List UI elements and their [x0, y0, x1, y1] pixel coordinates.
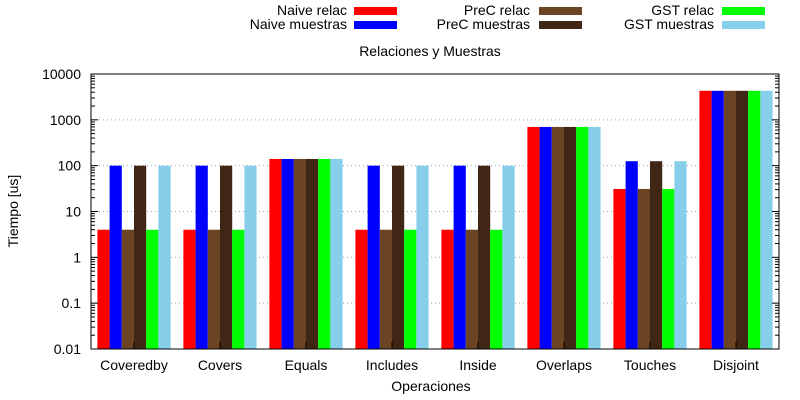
y-axis-label: Tiempo [us] [5, 175, 21, 248]
bar-prec-muestras-equals [306, 158, 319, 349]
bar-naive-relac-overlaps [527, 126, 540, 349]
bar-gst-relac-includes [404, 229, 417, 349]
x-tick-label: Equals [285, 357, 328, 373]
y-tick-label: 1000 [50, 112, 81, 128]
bar-naive-muestras-coveredby [109, 165, 122, 349]
bar-prec-muestras-coveredby [134, 165, 147, 349]
bar-gst-muestras-overlaps [588, 126, 601, 349]
bar-gst-muestras-coveredby [158, 165, 171, 349]
bar-gst-muestras-disjoint [760, 90, 773, 349]
y-tick-label: 10 [65, 204, 81, 220]
x-tick-label: Inside [459, 357, 497, 373]
y-tick-label: 0.1 [62, 295, 82, 311]
y-tick-label: 1 [73, 249, 81, 265]
bar-naive-relac-inside [441, 229, 454, 349]
bar-gst-muestras-includes [416, 165, 429, 349]
bar-prec-muestras-includes [392, 165, 405, 349]
x-tick-label: Covers [198, 357, 242, 373]
bar-prec-relac-overlaps [551, 126, 564, 349]
legend-swatch [722, 21, 765, 29]
x-tick-label: Includes [366, 357, 418, 373]
legend-swatch [539, 21, 582, 29]
bar-prec-relac-touches [637, 188, 650, 349]
bar-prec-muestras-overlaps [564, 126, 577, 349]
bar-naive-relac-covers [183, 229, 196, 349]
x-tick-label: Disjoint [713, 357, 759, 373]
bar-prec-muestras-touches [650, 161, 663, 349]
bar-naive-relac-disjoint [699, 90, 712, 349]
bar-naive-muestras-includes [367, 165, 380, 349]
bar-gst-relac-equals [318, 158, 331, 349]
bar-naive-relac-includes [355, 229, 368, 349]
x-tick-label: Coveredby [100, 357, 168, 373]
bar-gst-relac-covers [232, 229, 245, 349]
bar-gst-muestras-touches [674, 161, 687, 349]
legend-swatch [539, 7, 582, 15]
bar-naive-muestras-touches [625, 161, 638, 349]
bars [97, 90, 773, 349]
bar-naive-relac-equals [269, 158, 282, 349]
bar-prec-muestras-inside [478, 165, 491, 349]
x-tick-label: Overlaps [536, 357, 592, 373]
x-axis: Coveredby Covers Equals Includes Inside Overl… [100, 342, 759, 373]
bar-gst-muestras-inside [502, 165, 515, 349]
legend-label: Naive muestras [250, 16, 347, 32]
legend-swatch [354, 7, 397, 15]
legend-label: PreC relac [464, 2, 530, 18]
bar-naive-relac-coveredby [97, 229, 110, 349]
bar-gst-relac-touches [662, 188, 675, 349]
legend-label: PreC muestras [437, 16, 530, 32]
bar-gst-relac-inside [490, 229, 503, 349]
bar-naive-relac-touches [613, 188, 626, 349]
bar-gst-relac-disjoint [748, 90, 761, 349]
y-tick-label: 100 [58, 158, 82, 174]
legend-label: Naive relac [277, 2, 347, 18]
bar-prec-relac-inside [465, 229, 478, 349]
bar-gst-muestras-equals [330, 158, 343, 349]
legend-label: GST muestras [624, 16, 714, 32]
bar-naive-muestras-covers [195, 165, 208, 349]
bar-prec-relac-includes [379, 229, 392, 349]
y-tick-label: 0.01 [54, 341, 81, 357]
bar-gst-relac-coveredby [146, 229, 159, 349]
bar-gst-muestras-covers [244, 165, 257, 349]
bar-naive-muestras-inside [453, 165, 466, 349]
bar-gst-relac-overlaps [576, 126, 589, 349]
bar-naive-muestras-equals [281, 158, 294, 349]
legend-label: GST relac [651, 2, 714, 18]
bar-prec-relac-covers [207, 229, 220, 349]
x-tick-label: Touches [624, 357, 676, 373]
bar-prec-relac-equals [293, 158, 306, 349]
bar-naive-muestras-overlaps [539, 126, 552, 349]
legend-swatch [722, 7, 765, 15]
bar-prec-relac-coveredby [121, 229, 134, 349]
bar-naive-muestras-disjoint [711, 90, 724, 349]
y-axis: 0.01 0.1 1 10 100 1000 10000 [42, 66, 779, 357]
bar-prec-muestras-covers [220, 165, 233, 349]
grid-lines [91, 119, 779, 304]
bar-prec-relac-disjoint [723, 90, 736, 349]
x-axis-label: Operaciones [391, 378, 470, 394]
chart-title: Relaciones y Muestras [359, 43, 501, 59]
y-tick-label: 10000 [42, 66, 81, 82]
legend-swatch [354, 21, 397, 29]
bar-prec-muestras-disjoint [736, 90, 749, 349]
